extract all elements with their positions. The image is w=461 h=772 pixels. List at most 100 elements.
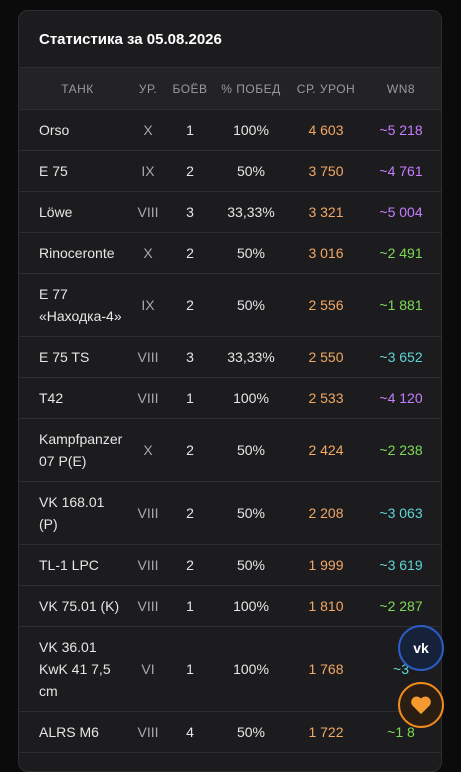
tank-name: Kampfpanzer 07 P(E) [19,418,127,482]
wn8: ~4 120 [361,377,441,419]
win-rate: 50% [211,418,291,482]
card-title: Статистика за 05.08.2026 [39,31,222,48]
donate-button[interactable] [398,682,444,728]
table-row: E 75 TS VIII 3 33,33% 2 550 ~3 652 [19,336,441,378]
win-rate: 100% [211,626,291,712]
wn8: ~2 287 [361,585,441,627]
battles: 2 [169,273,211,337]
tier: X [127,232,169,274]
avg-damage: 4 603 [291,109,361,151]
tier: VIII [127,336,169,378]
tank-name: Rinoceronte [19,232,127,274]
avg-damage: 1 768 [291,626,361,712]
wn8: ~1 881 [361,273,441,337]
win-rate: 100% [211,109,291,151]
tier: VIII [127,377,169,419]
vk-icon: vk [413,640,429,656]
tier: VIII [127,191,169,233]
win-rate: 50% [211,711,291,753]
win-rate: 33,33% [211,191,291,233]
avg-damage: 1 999 [291,544,361,586]
tier: VI [127,626,169,712]
battles: 2 [169,150,211,192]
table-row: T42 VIII 1 100% 2 533 ~4 120 [19,377,441,419]
battles: 1 [169,377,211,419]
avg-damage: 1 810 [291,585,361,627]
tier: VIII [127,481,169,545]
tier: VIII [127,544,169,586]
tank-name: E 77 «Находка-4» [19,273,127,337]
avg-damage: 1 722 [291,711,361,753]
battles: 1 [169,626,211,712]
wn8: ~4 761 [361,150,441,192]
table-row: VK 75.01 (K) VIII 1 100% 1 810 ~2 287 [19,585,441,627]
win-rate: 100% [211,377,291,419]
battles: 1 [169,109,211,151]
battles: 3 [169,191,211,233]
table-row: TL-1 LPC VIII 2 50% 1 999 ~3 619 [19,544,441,586]
battles: 2 [169,481,211,545]
column-header[interactable]: WN8 [361,67,441,110]
table-row: Rinoceronte X 2 50% 3 016 ~2 491 [19,232,441,274]
table-row: Löwe VIII 3 33,33% 3 321 ~5 004 [19,191,441,233]
tier: X [127,109,169,151]
avg-damage: 2 208 [291,481,361,545]
stats-table: ТАНК УР. БОЁВ % ПОБЕД СР. УРОН WN8 Orso X… [19,67,441,753]
battles: 3 [169,336,211,378]
avg-damage: 3 016 [291,232,361,274]
battles: 2 [169,232,211,274]
battles: 2 [169,544,211,586]
wn8: ~3 063 [361,481,441,545]
wn8: ~3 652 [361,336,441,378]
tank-name: E 75 TS [19,336,127,378]
tier: IX [127,273,169,337]
avg-damage: 3 321 [291,191,361,233]
tank-name: Orso [19,109,127,151]
tier: IX [127,150,169,192]
battles: 2 [169,418,211,482]
column-header[interactable]: % ПОБЕД [211,67,291,110]
win-rate: 50% [211,232,291,274]
table-row: Orso X 1 100% 4 603 ~5 218 [19,109,441,151]
tier: VIII [127,711,169,753]
column-header[interactable]: УР. [127,67,169,110]
wn8: ~3 619 [361,544,441,586]
vk-button[interactable]: vk [398,625,444,671]
tank-name: E 75 [19,150,127,192]
tank-name: VK 168.01 (P) [19,481,127,545]
avg-damage: 2 533 [291,377,361,419]
win-rate: 50% [211,273,291,337]
win-rate: 50% [211,150,291,192]
win-rate: 100% [211,585,291,627]
tier: VIII [127,585,169,627]
column-header[interactable]: ТАНК [19,67,127,110]
table-body: Orso X 1 100% 4 603 ~5 218 E 75 IX 2 50% 3 750 ~4 7… [19,109,441,753]
tank-name: VK 36.01 KwK 41 7,5 cm [19,626,127,712]
table-row: E 77 «Находка-4» IX 2 50% 2 556 ~1 881 [19,273,441,337]
wn8: ~5 004 [361,191,441,233]
svg-text:vk: vk [413,640,429,656]
wn8: ~2 238 [361,418,441,482]
avg-damage: 2 550 [291,336,361,378]
header-row: ТАНК УР. БОЁВ % ПОБЕД СР. УРОН WN8 [19,67,441,110]
column-header[interactable]: СР. УРОН [291,67,361,110]
avg-damage: 2 424 [291,418,361,482]
table-row: VK 36.01 KwK 41 7,5 cm VI 1 100% 1 768 ~3 [19,626,441,712]
tier: X [127,418,169,482]
tank-name: Löwe [19,191,127,233]
heart-icon [411,696,431,715]
win-rate: 50% [211,481,291,545]
stats-card: Статистика за 05.08.2026 ТАНК УР. БОЁВ %… [18,10,442,772]
table-row: ALRS M6 VIII 4 50% 1 722 ~1 8 [19,711,441,753]
table-row: Kampfpanzer 07 P(E) X 2 50% 2 424 ~2 238 [19,418,441,482]
avg-damage: 2 556 [291,273,361,337]
tank-name: T42 [19,377,127,419]
battles: 1 [169,585,211,627]
tank-name: ALRS M6 [19,711,127,753]
avg-damage: 3 750 [291,150,361,192]
win-rate: 33,33% [211,336,291,378]
wn8: ~5 218 [361,109,441,151]
tank-name: TL-1 LPC [19,544,127,586]
page: Статистика за 05.08.2026 ТАНК УР. БОЁВ %… [18,10,444,772]
column-header[interactable]: БОЁВ [169,67,211,110]
